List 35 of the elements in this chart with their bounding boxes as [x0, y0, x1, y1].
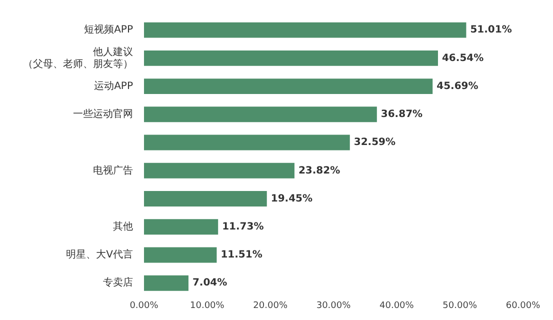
y-tick-label: 电视广告 [93, 164, 133, 176]
x-tick-label: 40.00% [380, 300, 414, 311]
data-label: 7.04% [192, 278, 228, 289]
bar [144, 78, 433, 94]
data-label: 51.01% [470, 24, 512, 36]
data-label: 46.54% [442, 52, 484, 64]
x-tick-label: 30.00% [316, 300, 352, 311]
y-tick-label: 运动APP [94, 80, 133, 92]
data-label: 19.45% [270, 193, 313, 204]
x-tick-label: 20.00% [253, 300, 288, 311]
data-label: 23.82% [298, 165, 340, 176]
data-label: 11.51% [220, 250, 262, 261]
y-tick-label: 他人建议（父母、老师、朋友等） [23, 46, 133, 70]
bar [144, 162, 294, 178]
y-tick-label: 其他 [113, 220, 133, 232]
bar [144, 275, 188, 291]
bar [144, 191, 267, 207]
y-tick-label: 明星、大V代言 [66, 248, 133, 261]
y-tick-label: 专卖店 [103, 276, 133, 289]
y-tick-label: 一些运动官网 [73, 108, 133, 120]
x-tick-label: 0.00% [130, 300, 159, 311]
bar [144, 134, 350, 150]
bar [144, 106, 377, 122]
x-tick-label: 60.00% [506, 300, 541, 311]
data-label: 36.87% [380, 109, 423, 120]
bar [144, 219, 218, 235]
bar [144, 247, 217, 263]
bar [144, 50, 438, 66]
x-tick-label: 10.00% [190, 300, 225, 311]
data-label: 11.73% [222, 221, 264, 232]
y-tick-label: 短视频APP [84, 24, 133, 36]
bar [144, 22, 466, 38]
data-label: 45.69% [436, 80, 478, 92]
data-label: 32.59% [354, 137, 396, 148]
x-tick-label: 50.00% [442, 300, 478, 311]
